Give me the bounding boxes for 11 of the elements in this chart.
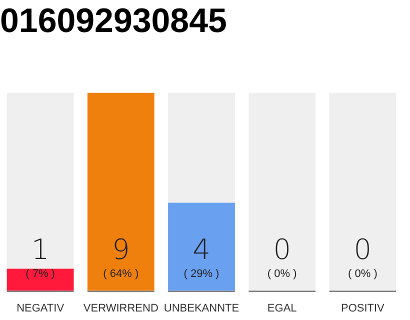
data-label: 0 ( 0% ) [267,232,297,280]
x-tick-label: VERWIRREND [83,302,158,314]
data-label: 1 ( 7% ) [26,232,55,280]
x-tick-label: POSITIV [340,302,386,314]
x-tick-label: EGAL [267,302,297,314]
data-label: 0 ( 0% ) [348,232,378,280]
chart-title: 016092930845 [0,2,227,40]
data-label: 9 ( 64% ) [103,232,139,280]
x-tick-label: NEGATIV [16,302,65,314]
data-label: 4 ( 29% ) [184,232,220,280]
x-tick-label: UNBEKANNTE [164,302,240,314]
